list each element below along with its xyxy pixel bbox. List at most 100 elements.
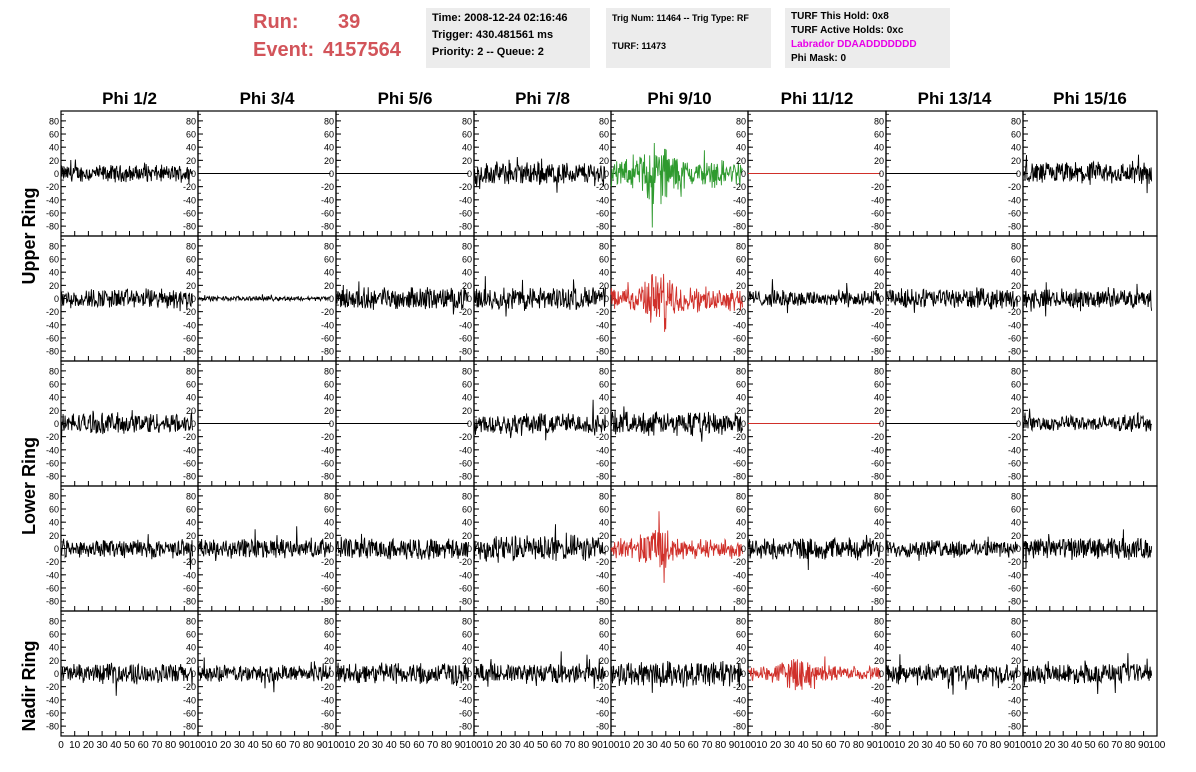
y-tick-label: -60 xyxy=(1008,583,1021,593)
y-tick-label: 20 xyxy=(186,656,196,666)
y-tick-label: -80 xyxy=(46,597,59,607)
y-tick-label: -40 xyxy=(596,570,609,580)
y-tick-label: -20 xyxy=(183,182,196,192)
y-tick-label: 20 xyxy=(1011,156,1021,166)
y-tick-label: -80 xyxy=(321,347,334,357)
y-tick-label: -80 xyxy=(871,222,884,232)
y-tick-label: 40 xyxy=(186,393,196,403)
x-tick-label: 100 xyxy=(1149,740,1166,751)
x-tick-label: 60 xyxy=(138,740,150,751)
x-tick-label: 30 xyxy=(97,740,109,751)
y-tick-label: -60 xyxy=(459,458,472,468)
y-tick-label: -60 xyxy=(871,583,884,593)
y-tick-label: -40 xyxy=(733,445,746,455)
x-tick-label: 10 xyxy=(69,740,81,751)
x-tick-label: 70 xyxy=(289,740,301,751)
y-tick-label: 40 xyxy=(324,393,334,403)
y-tick-label: -20 xyxy=(871,182,884,192)
y-tick-label: -20 xyxy=(183,682,196,692)
y-tick-label: -60 xyxy=(596,583,609,593)
y-tick-label: -20 xyxy=(596,307,609,317)
column-header-3: Phi 5/6 xyxy=(378,89,433,108)
y-tick-label: 60 xyxy=(186,130,196,140)
x-tick-label: 60 xyxy=(413,740,425,751)
y-tick-label: 60 xyxy=(874,130,884,140)
y-tick-label: -40 xyxy=(733,570,746,580)
y-tick-label: 80 xyxy=(49,116,59,126)
y-tick-label: 0 xyxy=(329,169,334,179)
y-tick-label: -60 xyxy=(596,208,609,218)
turf-active-holds-text: TURF Active Holds: 0xc xyxy=(791,25,904,36)
y-tick-label: 40 xyxy=(186,643,196,653)
y-tick-label: 20 xyxy=(874,656,884,666)
x-tick-label: 70 xyxy=(564,740,576,751)
y-tick-label: 80 xyxy=(874,366,884,376)
y-tick-label: 40 xyxy=(462,518,472,528)
y-tick-label: 40 xyxy=(462,393,472,403)
y-tick-label: 40 xyxy=(1011,518,1021,528)
y-tick-label: 40 xyxy=(186,143,196,153)
waveform-trace xyxy=(1022,154,1153,194)
turf-hold-text: TURF This Hold: 0x8 xyxy=(791,11,889,22)
y-tick-label: -60 xyxy=(596,708,609,718)
x-tick-label: 100 xyxy=(466,740,483,751)
x-tick-label: 10 xyxy=(756,740,768,751)
waveform-trace xyxy=(197,526,331,562)
y-tick-label: -60 xyxy=(46,333,59,343)
y-tick-label: -60 xyxy=(871,458,884,468)
y-tick-label: 20 xyxy=(49,656,59,666)
y-tick-label: 80 xyxy=(462,116,472,126)
y-tick-label: 80 xyxy=(599,616,609,626)
y-tick-label: -60 xyxy=(321,458,334,468)
y-tick-label: 20 xyxy=(462,156,472,166)
y-tick-label: 20 xyxy=(1011,531,1021,541)
y-tick-label: 20 xyxy=(462,656,472,666)
y-tick-label: -20 xyxy=(46,557,59,567)
x-tick-label: 90 xyxy=(1004,740,1016,751)
y-tick-label: 60 xyxy=(462,130,472,140)
y-tick-label: 20 xyxy=(874,531,884,541)
waveform-trace xyxy=(610,406,743,442)
y-tick-label: 20 xyxy=(1011,656,1021,666)
ring-label-2: Lower Ring xyxy=(19,437,39,535)
y-tick-label: -60 xyxy=(459,708,472,718)
x-tick-label: 80 xyxy=(303,740,315,751)
y-tick-label: 80 xyxy=(736,491,746,501)
y-tick-label: 80 xyxy=(49,616,59,626)
labrador-text: Labrador DDAADDDDDDD xyxy=(791,39,917,50)
y-tick-label: 80 xyxy=(736,241,746,251)
y-tick-label: -60 xyxy=(733,458,746,468)
y-tick-label: 60 xyxy=(462,380,472,390)
y-tick-label: -40 xyxy=(46,320,59,330)
y-tick-label: 60 xyxy=(49,380,59,390)
y-tick-label: -40 xyxy=(46,695,59,705)
x-tick-label: 40 xyxy=(660,740,672,751)
y-tick-label: 60 xyxy=(324,380,334,390)
y-tick-label: 20 xyxy=(736,656,746,666)
waveform-trace xyxy=(473,399,606,441)
x-tick-label: 60 xyxy=(1098,740,1110,751)
y-tick-label: 80 xyxy=(186,616,196,626)
y-tick-label: -40 xyxy=(183,445,196,455)
y-tick-label: 0 xyxy=(191,669,196,679)
y-tick-label: 60 xyxy=(324,505,334,515)
y-tick-label: 80 xyxy=(1011,116,1021,126)
ring-label-3: Nadir Ring xyxy=(19,640,39,731)
x-tick-label: 40 xyxy=(386,740,398,751)
y-tick-label: -80 xyxy=(596,222,609,232)
y-tick-label: 60 xyxy=(49,630,59,640)
y-tick-label: -80 xyxy=(1008,472,1021,482)
y-tick-label: 80 xyxy=(462,616,472,626)
y-tick-label: 20 xyxy=(324,406,334,416)
run-value: 39 xyxy=(338,11,361,33)
y-tick-label: -80 xyxy=(871,722,884,732)
y-tick-label: 40 xyxy=(874,393,884,403)
y-tick-label: 20 xyxy=(324,656,334,666)
waveform-trace xyxy=(610,273,743,332)
x-tick-label: 100 xyxy=(190,740,207,751)
x-tick-label: 40 xyxy=(110,740,122,751)
y-tick-label: 20 xyxy=(49,281,59,291)
x-tick-label: 90 xyxy=(867,740,879,751)
y-tick-label: 80 xyxy=(599,366,609,376)
y-tick-label: -80 xyxy=(596,597,609,607)
